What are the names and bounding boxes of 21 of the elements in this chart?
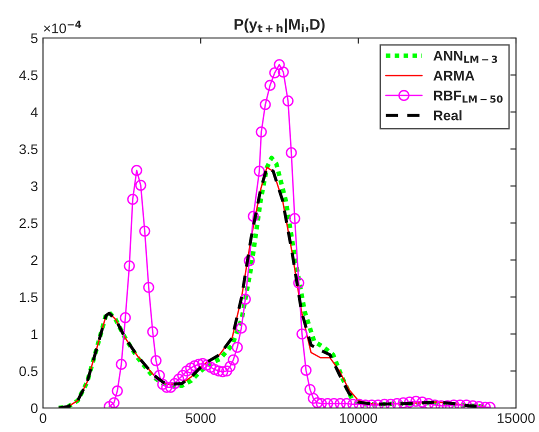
y-tick-label: 2 [31,255,38,266]
text: ×10$^{−4}$ [44,20,82,34]
y-tick-label: 4 [30,107,38,118]
y-tick-label: 0.5 [19,366,38,376]
x-tick-label: 5000 [186,413,216,424]
legend-label: Real [434,110,462,120]
x-tick-label: 15000 [498,413,535,424]
y-tick-label: 4.5 [19,70,38,80]
legend-label: ANN$_{LM−3}$ [433,50,498,63]
y-tick-label: 3.5 [19,144,38,154]
y-tick-label: 2.5 [20,218,38,228]
chart-title: P(y$_{t+h}$|M$_{i}$,D) [234,18,325,33]
x-tick-label: 0 [40,413,46,424]
legend-label: RBF$_{LM−50}$ [434,90,503,103]
legend-label: ARMA [433,70,474,80]
y-tick-label: 5 [30,33,38,44]
y-tick-label: 1 [31,329,38,340]
y-tick-label: 1.5 [20,292,38,302]
x-tick-label: 10000 [340,413,378,424]
y-tick-label: 3 [30,181,38,192]
y-tick-label: 0 [30,403,38,414]
